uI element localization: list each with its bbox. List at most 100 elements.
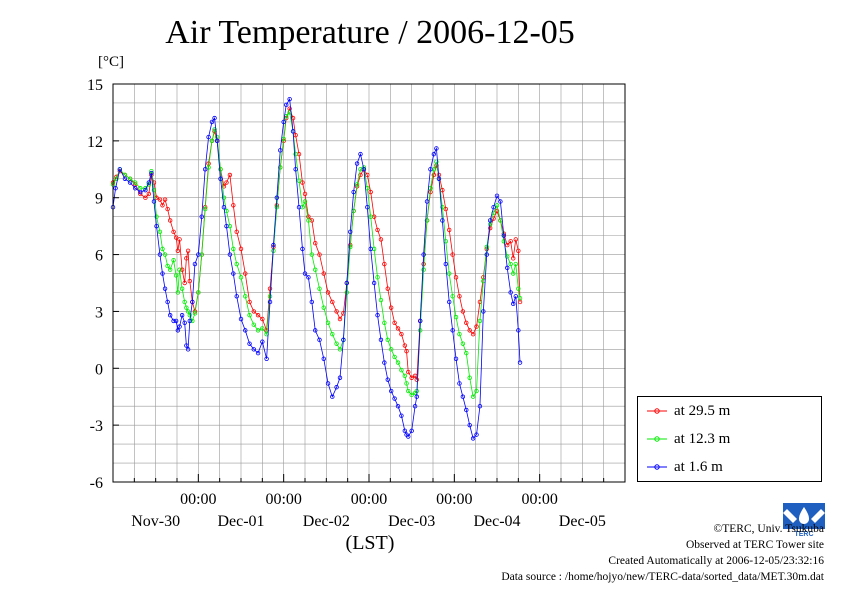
data-point (224, 180, 229, 185)
data-point (206, 134, 211, 140)
x-tick-time-label: 00:00 (436, 491, 472, 508)
x-tick-date-label: Dec-04 (473, 513, 520, 530)
data-point (409, 428, 414, 434)
data-point (344, 280, 350, 286)
data-point (271, 242, 276, 248)
data-point (378, 237, 384, 242)
data-point (341, 337, 346, 343)
data-point (160, 246, 165, 252)
data-point (334, 309, 339, 314)
data-point (424, 199, 430, 204)
data-point (243, 271, 248, 276)
data-point (238, 246, 244, 252)
data-point (382, 261, 387, 267)
data-point (358, 151, 363, 157)
x-axis-label: (LST) (345, 532, 395, 554)
series-layer (110, 96, 523, 441)
data-point (313, 267, 318, 272)
data-point (385, 377, 390, 382)
data-point (302, 191, 308, 197)
data-point (175, 248, 181, 253)
data-point (321, 305, 326, 310)
data-point (127, 180, 133, 185)
data-point (264, 356, 269, 362)
data-point (321, 356, 326, 362)
x-tick-date-label: Dec-01 (217, 513, 264, 530)
data-point (173, 318, 179, 324)
data-point (177, 267, 182, 272)
data-point (260, 326, 265, 331)
data-point (149, 170, 154, 176)
data-point (187, 278, 192, 284)
data-point (382, 360, 387, 365)
legend-swatch-icon (647, 436, 667, 442)
data-point (484, 244, 489, 250)
data-point (508, 239, 513, 244)
data-point (146, 191, 152, 197)
data-point (365, 204, 370, 210)
data-point (487, 218, 493, 223)
data-point (470, 331, 476, 337)
data-point (351, 189, 356, 195)
data-point (302, 271, 308, 276)
data-point (247, 299, 252, 305)
data-point (498, 199, 503, 204)
data-point (348, 244, 353, 250)
data-point (450, 328, 455, 333)
data-point (113, 186, 118, 191)
data-point (467, 328, 472, 333)
data-point (187, 318, 192, 324)
data-point (206, 165, 211, 170)
data-point (177, 324, 182, 329)
data-point (418, 318, 423, 324)
data-point (212, 127, 217, 132)
data-point (171, 229, 176, 235)
data-point (511, 271, 516, 276)
legend-item-1-6m: at 1.6 m (646, 457, 723, 477)
data-point (358, 172, 363, 178)
data-point (212, 115, 217, 121)
data-point (234, 229, 239, 235)
data-point (182, 299, 187, 305)
legend-swatch-icon (647, 464, 667, 470)
data-point (450, 294, 455, 299)
data-point (460, 309, 466, 314)
data-point (224, 223, 229, 229)
site-text: Observed at TERC Tower site (685, 539, 824, 551)
data-point (460, 341, 466, 346)
data-point (173, 235, 179, 240)
data-point (511, 301, 516, 307)
data-point (151, 199, 157, 204)
data-point (192, 311, 198, 316)
legend-label: at 1.6 m (674, 458, 723, 475)
data-point (516, 328, 521, 333)
data-point (434, 159, 439, 164)
created-text: Created Automatically at 2006-12-05/23:3… (608, 555, 824, 567)
data-point (255, 350, 261, 356)
copyright-text: ©TERC, Univ. Tsukuba (713, 523, 824, 535)
data-point (517, 295, 523, 301)
data-point (306, 218, 311, 223)
data-point (395, 403, 401, 409)
data-point (160, 271, 165, 276)
data-point (300, 180, 305, 185)
data-point (177, 237, 182, 242)
data-point (334, 341, 339, 346)
data-point (511, 256, 516, 261)
data-point (175, 290, 181, 295)
data-point (484, 252, 489, 257)
data-point (154, 214, 159, 219)
series-0 (110, 106, 523, 382)
x-tick-time-label: 00:00 (265, 491, 301, 508)
data-point (165, 299, 170, 305)
terc-logo-icon: TERC (783, 503, 825, 537)
data-point (453, 275, 459, 280)
data-point (274, 204, 280, 210)
data-point (185, 347, 191, 352)
data-point (402, 343, 408, 348)
data-point (457, 331, 462, 337)
data-point (414, 377, 419, 382)
y-tick-label: 6 (95, 248, 103, 265)
data-point (154, 223, 159, 229)
data-point (470, 436, 476, 441)
